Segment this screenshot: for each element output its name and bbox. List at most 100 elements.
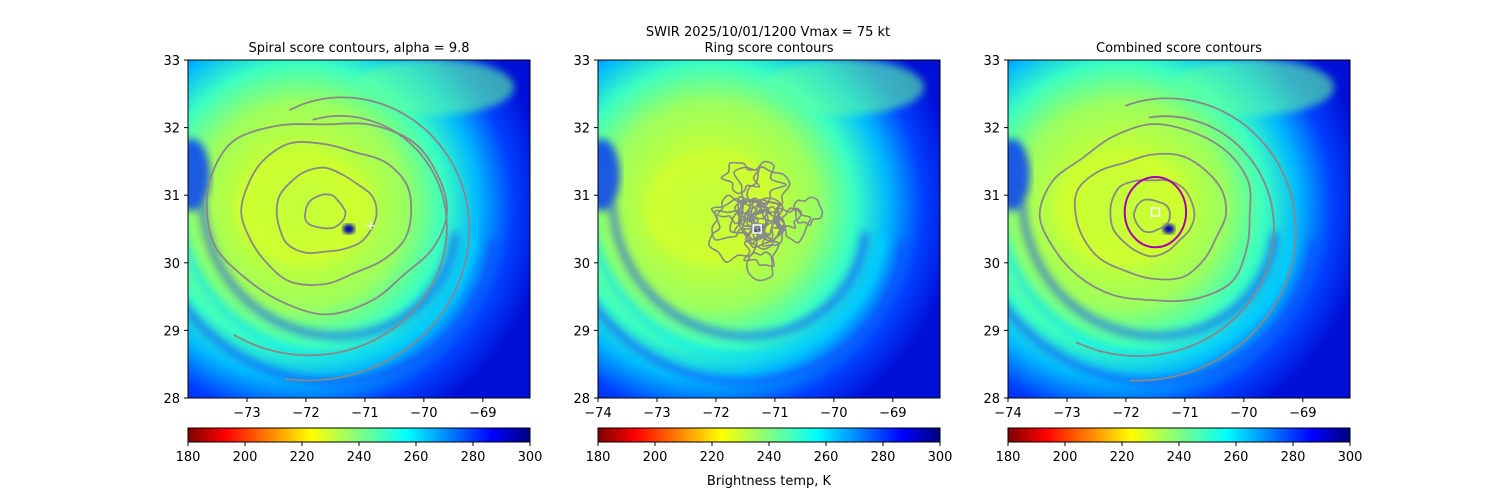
y-tick-label: 31	[163, 189, 180, 204]
spiral-contour	[304, 193, 347, 230]
combined-contour	[1073, 152, 1228, 281]
y-tick-label: 31	[983, 189, 1000, 204]
y-tick-label: 33	[983, 54, 1000, 69]
colorbar-tick-label: 200	[643, 450, 668, 465]
colorbar-gradient	[187, 427, 531, 443]
colorbar-label: Brightness temp, K	[707, 474, 832, 489]
colorbar-tick-label: 240	[1167, 450, 1192, 465]
rainband	[608, 203, 870, 341]
x-tick-label: −70	[820, 406, 847, 421]
x-tick-label: −72	[292, 406, 319, 421]
x-tick-label: −74	[584, 406, 611, 421]
y-tick-label: 28	[983, 392, 1000, 407]
y-tick-label: 32	[573, 122, 590, 137]
x-tick-label: −70	[1230, 406, 1257, 421]
combined-contour	[1038, 123, 1252, 303]
ring-contour	[729, 196, 784, 245]
x-tick-label: −72	[1112, 406, 1139, 421]
panels: Spiral score contours, alpha = 9.8 −73 −72…	[163, 41, 1362, 465]
ring-contour	[774, 207, 803, 229]
colorbar-tick-label: 200	[1053, 450, 1078, 465]
x-tick-label: −69	[469, 406, 496, 421]
x-tick-label: −73	[643, 406, 670, 421]
colorbar-tick-label: 180	[996, 450, 1021, 465]
colorbar-tick-label: 280	[1281, 450, 1306, 465]
colorbar-tick-label: 220	[1110, 450, 1135, 465]
rainband	[188, 239, 497, 386]
colorbar: 180 200 220 240 260 280 300	[176, 427, 543, 465]
colorbar-tick-label: 300	[928, 450, 953, 465]
x-tick-label: −69	[879, 406, 906, 421]
colorbar-tick-label: 240	[347, 450, 372, 465]
y-tick-label: 30	[163, 257, 180, 272]
combined-contour	[1132, 198, 1171, 234]
y-tick-label: 29	[163, 324, 180, 339]
y-tick-label: 28	[163, 392, 180, 407]
center-marker	[366, 221, 375, 230]
colorbar-tick-label: 240	[757, 450, 782, 465]
colorbar-tick-label: 260	[814, 450, 839, 465]
colorbar-tick-label: 280	[871, 450, 896, 465]
colorbar-tick-label: 180	[586, 450, 611, 465]
spiral-contour	[205, 122, 448, 316]
panel-title: Ring score contours	[704, 41, 833, 56]
x-tick-label: −70	[410, 406, 437, 421]
colorbar-tick-label: 260	[404, 450, 429, 465]
y-tick-label: 32	[163, 122, 180, 137]
panel-title: Spiral score contours, alpha = 9.8	[248, 41, 469, 56]
cloud-core	[234, 153, 375, 264]
rainband	[1008, 235, 1297, 361]
suptitle: SWIR 2025/10/01/1200 Vmax = 75 kt	[646, 25, 890, 40]
panel-2: Ring score contours −74 −73 −72 −71 −70 −69 28 2…	[573, 41, 953, 465]
y-tick-label: 32	[983, 122, 1000, 137]
colorbar-tick-label: 300	[518, 450, 543, 465]
panel-3: Combined score contours −74 −73 −72 −71 −70 −6…	[983, 41, 1362, 465]
rainband	[598, 239, 907, 386]
cloud-mass	[1174, 60, 1335, 116]
colorbar-gradient	[1007, 427, 1351, 443]
ring-contour	[746, 251, 774, 282]
colorbar-tick-label: 220	[290, 450, 315, 465]
rainband	[198, 203, 460, 341]
spiral-contour	[233, 114, 448, 357]
satellite-image	[598, 60, 940, 398]
dry-slot	[188, 138, 210, 211]
cloud-mass	[354, 60, 515, 116]
center-marker	[1150, 207, 1161, 217]
y-tick-label: 33	[163, 54, 180, 69]
x-tick-label: −71	[1171, 406, 1198, 421]
y-tick-label: 31	[573, 189, 590, 204]
colorbar-tick-label: 220	[700, 450, 725, 465]
axes-frame	[1007, 59, 1351, 399]
colorbar-tick-label: 260	[1224, 450, 1249, 465]
x-tick-label: −71	[761, 406, 788, 421]
contours	[205, 96, 471, 382]
ring-contour	[748, 210, 785, 243]
y-tick-label: 33	[573, 54, 590, 69]
dry-slot	[1008, 138, 1030, 211]
combined-contour	[1075, 115, 1275, 357]
panel-1: Spiral score contours, alpha = 9.8 −73 −72…	[163, 41, 543, 465]
y-tick-label: 30	[573, 257, 590, 272]
y-tick-label: 28	[573, 392, 590, 407]
ring-contour	[733, 160, 787, 208]
spiral-contour	[284, 96, 471, 382]
cloud-mass	[764, 60, 925, 116]
x-tick-label: −73	[1053, 406, 1080, 421]
center-marker	[752, 224, 762, 234]
rainband	[598, 235, 887, 361]
colorbar-tick-label: 200	[233, 450, 258, 465]
x-tick-label: −74	[994, 406, 1021, 421]
rainband	[1018, 203, 1280, 341]
y-tick-label: 30	[983, 257, 1000, 272]
y-tick-label: 29	[573, 324, 590, 339]
rainband	[1008, 239, 1317, 386]
colorbar-gradient	[597, 427, 941, 443]
center-circle	[1123, 175, 1188, 249]
axes-frame	[187, 59, 531, 399]
ring-contour	[748, 201, 785, 237]
colorbar: 180 200 220 240 260 280 300	[996, 427, 1362, 465]
ring-contour	[738, 198, 770, 228]
ring-contour	[720, 161, 760, 195]
